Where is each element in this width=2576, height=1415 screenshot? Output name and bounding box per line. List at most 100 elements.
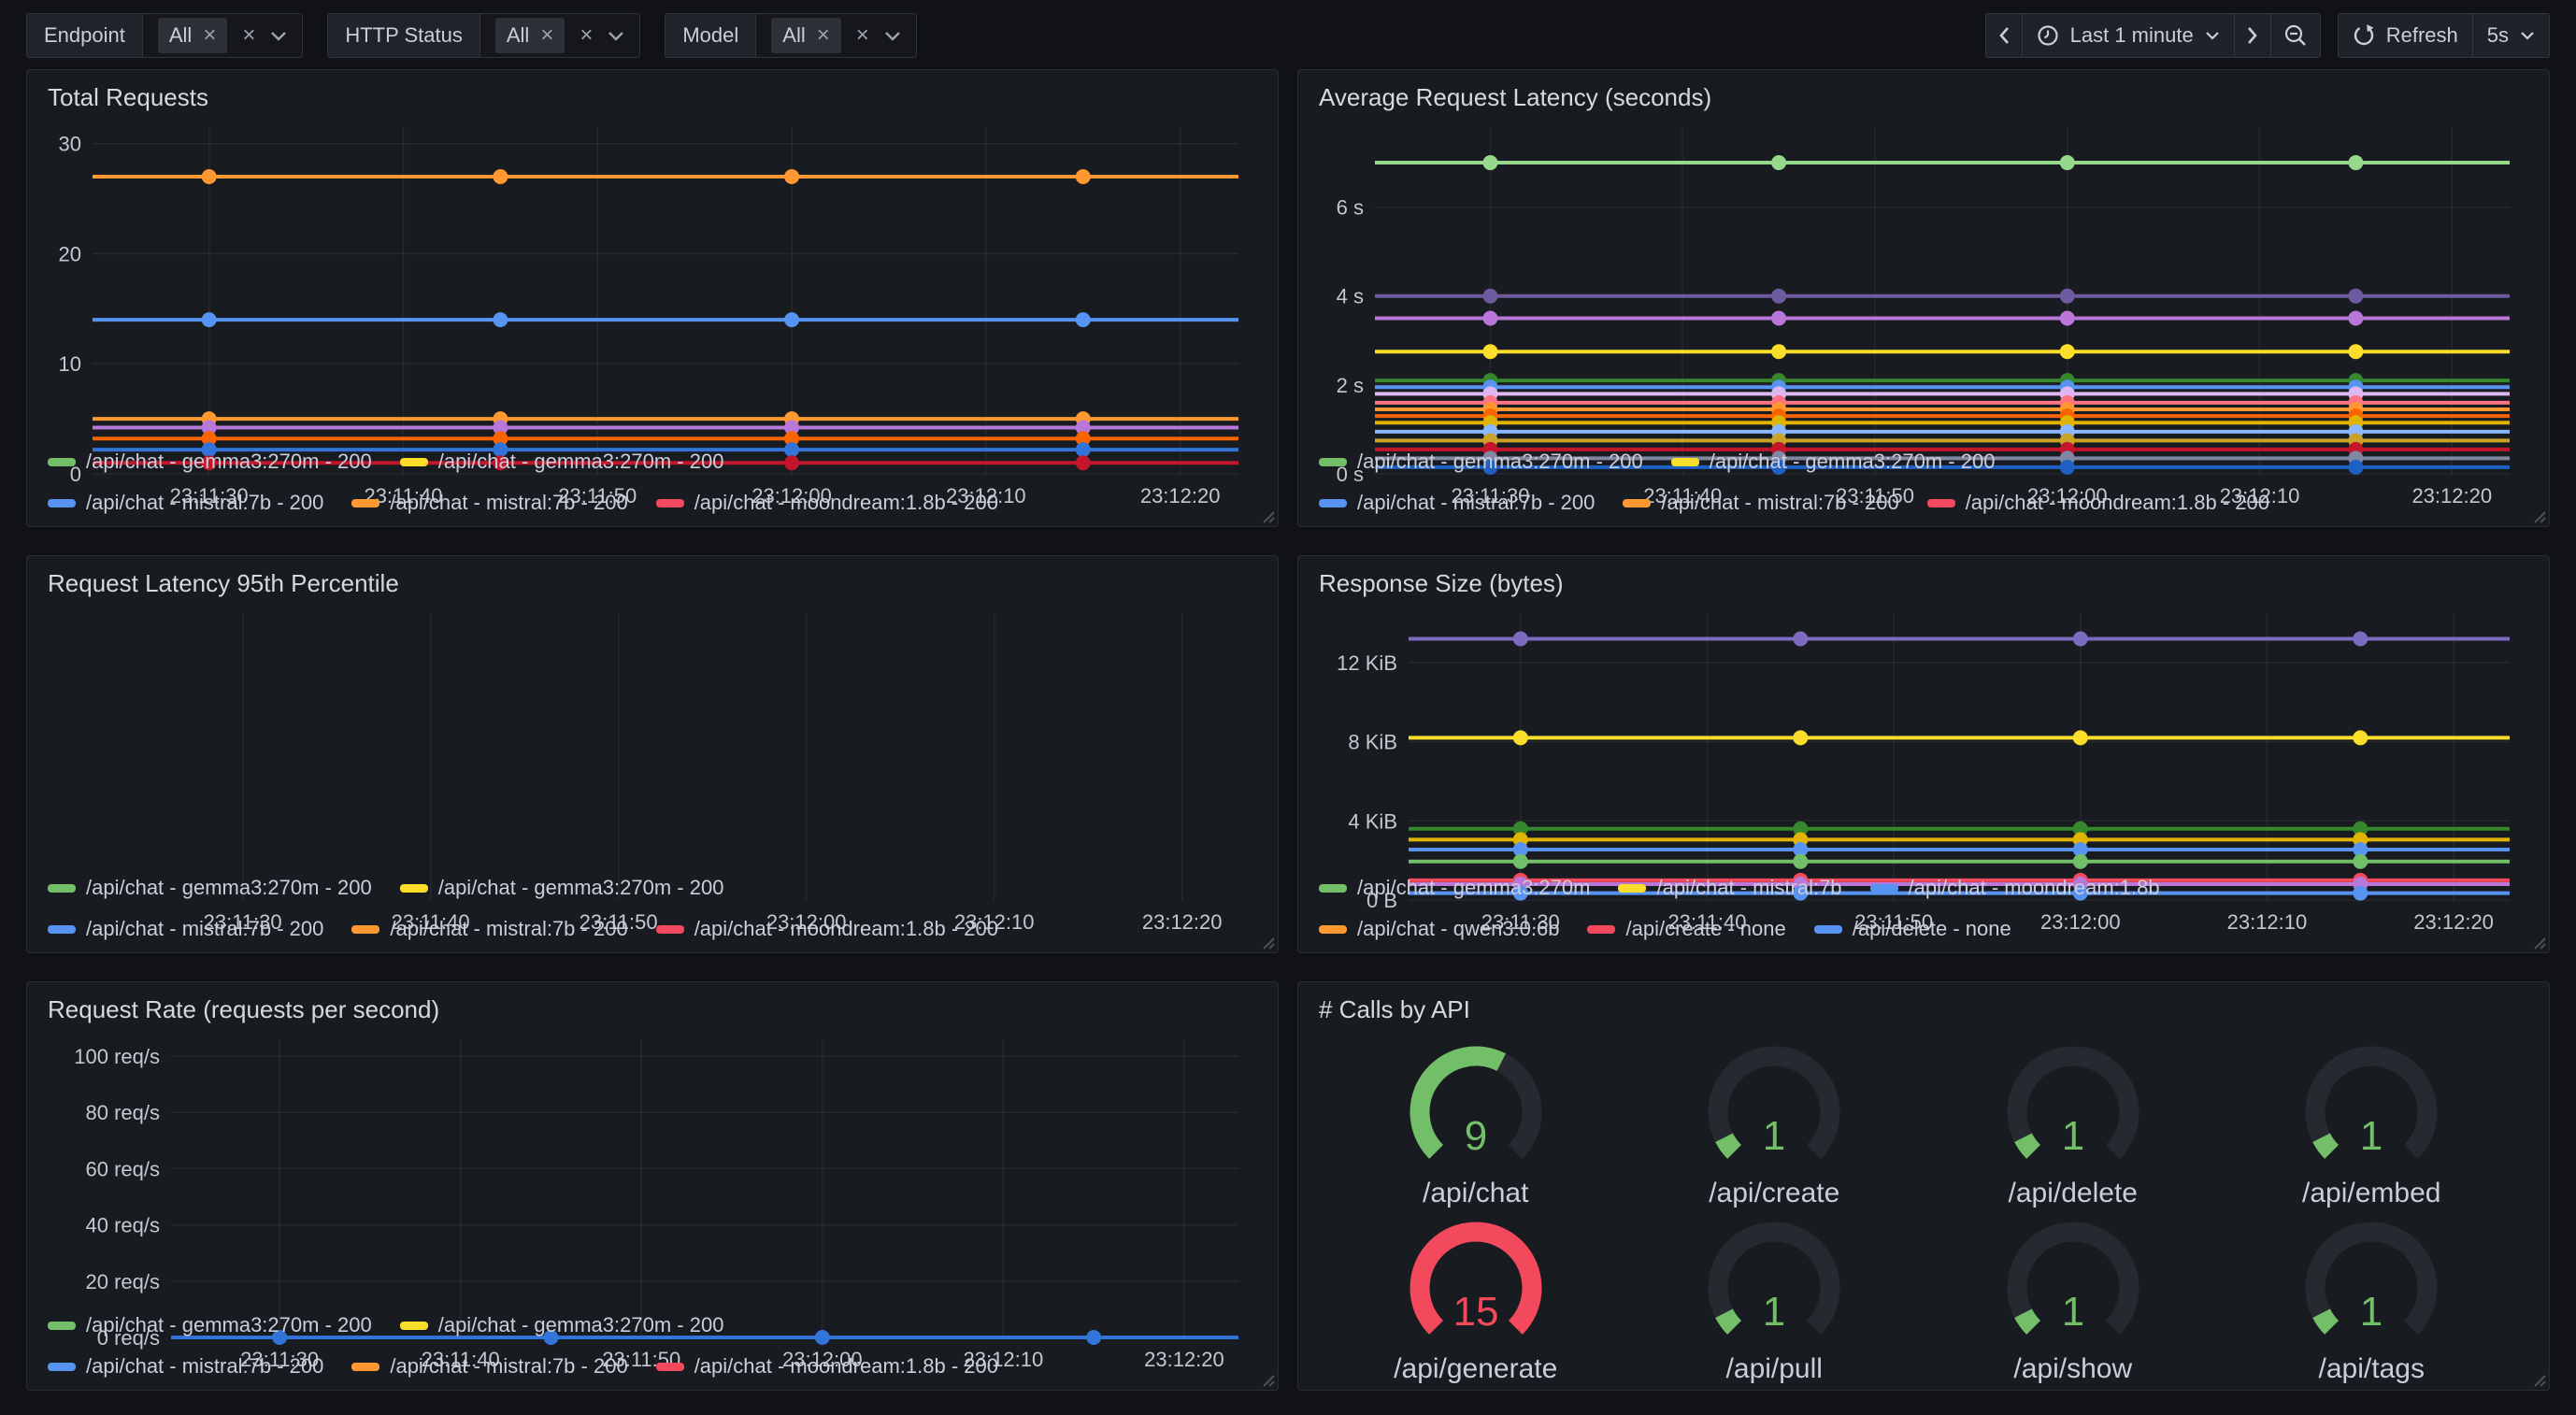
legend-item[interactable]: /api/chat - mistral:7b [1618, 876, 1842, 900]
gauge-api-chat: 9/api/chat [1390, 1034, 1562, 1209]
chevron-down-icon[interactable] [270, 31, 287, 41]
legend-swatch [1319, 457, 1347, 466]
panel-title[interactable]: Response Size (bytes) [1319, 569, 1564, 597]
x-tick-label: 23:11:30 [204, 910, 282, 934]
y-tick-label: 6 s [1337, 196, 1364, 220]
filter-http-status-chip[interactable]: All × [494, 18, 565, 53]
chevron-down-icon[interactable] [884, 31, 901, 41]
legend-swatch [48, 498, 76, 507]
response-size-chart[interactable]: 0 B 4 KiB 8 KiB 12 KiB 23:11:30 23:11:40 23:11… [1317, 602, 2530, 934]
legend-item[interactable]: /api/chat - mistral:7b - 200 [48, 491, 323, 515]
x-tick-label: 23:11:40 [1667, 910, 1746, 934]
legend-item[interactable]: /api/chat - moondream:1.8b - 200 [655, 491, 998, 515]
series-point [2059, 155, 2075, 171]
time-range-picker-button[interactable]: Last 1 minute [2021, 13, 2235, 58]
refresh-interval-dropdown[interactable]: 5s [2471, 13, 2550, 58]
legend-label: /api/chat - gemma3:270m - 200 [437, 1313, 724, 1336]
chevron-down-icon[interactable] [608, 31, 624, 41]
panel-resize-handle[interactable] [1260, 508, 1275, 523]
filter-endpoint-label[interactable]: Endpoint [27, 14, 143, 57]
legend-item[interactable]: /api/chat - gemma3:270m - 200 [1670, 450, 1995, 474]
legend-item[interactable]: /api/chat - moondream:1.8b - 200 [655, 1354, 998, 1379]
latency-p95-chart[interactable]: 23:11:30 23:11:40 23:11:50 23:12:00 23:12:10… [46, 602, 1259, 934]
series-point [1793, 821, 1809, 836]
legend-item[interactable]: /api/chat - gemma3:270m [1319, 876, 1590, 900]
avg-latency-chart[interactable]: 0 s 2 s 4 s 6 s 23:11:30 23:11:40 23:11:50 23:1… [1317, 116, 2530, 507]
series-point [1771, 310, 1787, 326]
total-requests-chart[interactable]: 0 10 20 30 23:11:30 23:11:40 23:11:50 23:12:00 2… [46, 116, 1259, 507]
legend-swatch [1623, 498, 1652, 507]
time-shift-forward-button[interactable] [2233, 13, 2271, 58]
series-point [1075, 431, 1091, 447]
panel-average-request-latency: Average Request Latency (seconds) 0 s 2 s… [1297, 69, 2550, 527]
series-point [1512, 631, 1528, 647]
chevron-left-icon [1998, 27, 2009, 44]
chip-remove-icon[interactable]: × [203, 22, 217, 48]
panel-resize-handle[interactable] [1260, 1372, 1275, 1387]
legend-swatch [48, 1362, 76, 1371]
filter-http-status-label[interactable]: HTTP Status [328, 14, 480, 57]
legend-item[interactable]: /api/chat - gemma3:270m - 200 [48, 876, 372, 900]
filter-clear-icon[interactable]: × [855, 22, 869, 48]
chip-remove-icon[interactable]: × [540, 22, 554, 48]
chevron-down-icon [2521, 32, 2534, 40]
legend-item[interactable]: /api/chat - mistral:7b - 200 [1319, 491, 1595, 515]
x-tick-label: 23:11:50 [580, 910, 658, 934]
refresh-button[interactable]: Refresh [2337, 13, 2473, 58]
panel-resize-handle[interactable] [2531, 1372, 2546, 1387]
panel-title[interactable]: # Calls by API [1319, 995, 1470, 1023]
panel-title[interactable]: Total Requests [48, 83, 208, 111]
legend-label: /api/chat - mistral:7b - 200 [390, 917, 628, 940]
legend-label: /api/chat - mistral:7b - 200 [390, 491, 628, 514]
legend-item[interactable]: /api/chat - gemma3:270m - 200 [1319, 450, 1643, 474]
y-tick-label: 2 s [1337, 374, 1364, 397]
series-point [2353, 631, 2368, 647]
filter-clear-icon[interactable]: × [242, 22, 256, 48]
filter-clear-icon[interactable]: × [580, 22, 594, 48]
legend-item[interactable]: /api/chat - mistral:7b - 200 [351, 491, 628, 515]
legend-item[interactable]: /api/chat - gemma3:270m - 200 [399, 876, 723, 900]
filter-model-label[interactable]: Model [665, 14, 757, 57]
legend-item[interactable]: /api/chat - moondream:1.8b - 200 [655, 917, 998, 941]
panel-resize-handle[interactable] [1260, 935, 1275, 950]
gauge-track [2007, 1046, 2140, 1159]
legend-item[interactable]: /api/chat - qwen3:0.6b [1319, 917, 1559, 941]
series-point [2059, 310, 2075, 326]
legend-item[interactable]: /api/chat - gemma3:270m - 200 [48, 1313, 372, 1337]
legend-item[interactable]: /api/chat - mistral:7b - 200 [48, 917, 323, 941]
y-tick-label: 0 s [1337, 463, 1364, 486]
legend-item[interactable]: /api/chat - gemma3:270m - 200 [399, 450, 723, 474]
legend-swatch [1926, 498, 1955, 507]
filter-model-chip[interactable]: All × [771, 18, 841, 53]
legend-item[interactable]: /api/chat - mistral:7b - 200 [351, 917, 628, 941]
request-rate-plot-area: 0 req/s 20 req/s 40 req/s 60 req/s 80 req/s 1… [74, 1039, 1238, 1371]
legend-item[interactable]: /api/chat - moondream:1.8b - 200 [1926, 491, 2269, 515]
series-point [814, 1330, 830, 1345]
legend-item[interactable]: /api/chat - moondream:1.8b [1869, 876, 2160, 900]
legend-item[interactable]: /api/chat - mistral:7b - 200 [351, 1354, 628, 1379]
panel-resize-handle[interactable] [2531, 508, 2546, 523]
request-rate-chart[interactable]: 0 req/s 20 req/s 40 req/s 60 req/s 80 req/s 1… [46, 1028, 1259, 1371]
legend-item[interactable]: /api/chat - mistral:7b - 200 [1623, 491, 1899, 515]
panel-calls-by-api: # Calls by API 9/api/chat 1/api/create 1/a… [1297, 981, 2550, 1391]
panel-title[interactable]: Request Latency 95th Percentile [48, 569, 399, 597]
legend-item[interactable]: /api/chat - gemma3:270m - 200 [48, 450, 372, 474]
panel-title[interactable]: Average Request Latency (seconds) [1319, 83, 1712, 111]
panel-title[interactable]: Request Rate (requests per second) [48, 995, 440, 1023]
y-tick-label: 100 req/s [74, 1045, 160, 1068]
panel-resize-handle[interactable] [2531, 935, 2546, 950]
filter-http-status-value: All × × [480, 14, 639, 57]
series-point [784, 431, 800, 447]
time-shift-back-button[interactable] [1984, 13, 2023, 58]
series-point [2059, 288, 2075, 304]
zoom-out-button[interactable] [2269, 13, 2321, 58]
chip-remove-icon[interactable]: × [816, 22, 830, 48]
legend-label: /api/chat - mistral:7b - 200 [390, 1354, 628, 1378]
legend-item[interactable]: /api/chat - gemma3:270m - 200 [399, 1313, 724, 1337]
series-point [2072, 730, 2088, 746]
y-tick-label: 10 [59, 352, 81, 376]
legend-item[interactable]: /api/create - none [1587, 917, 1786, 941]
legend-item[interactable]: /api/chat - mistral:7b - 200 [48, 1354, 323, 1379]
legend-item[interactable]: /api/delete - none [1813, 917, 2011, 941]
filter-endpoint-chip[interactable]: All × [157, 18, 228, 53]
